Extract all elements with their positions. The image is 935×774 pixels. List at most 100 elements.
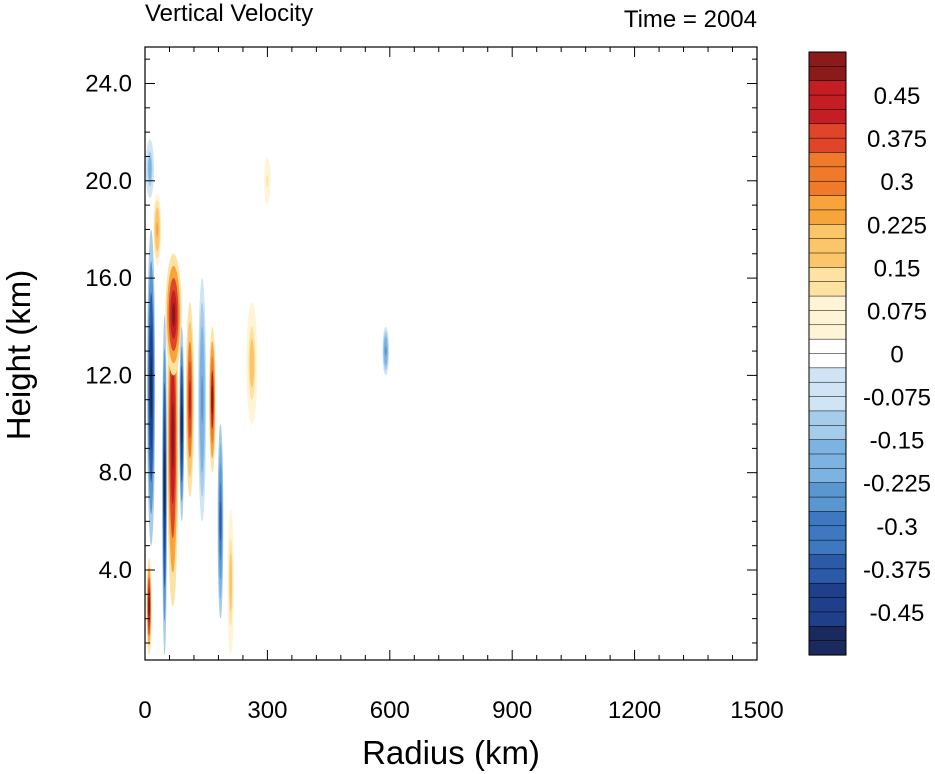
colorbar-swatch (808, 453, 847, 469)
velocity-contour-band (219, 501, 222, 541)
colorbar-swatch (808, 626, 847, 642)
colorbar-swatch (808, 539, 847, 556)
colorbar-swatch (808, 152, 847, 168)
colorbar-swatch (808, 496, 847, 512)
colorbar-swatch (808, 180, 847, 197)
velocity-feature (162, 314, 168, 656)
velocity-feature (246, 302, 258, 425)
colorbar-label: -0.3 (876, 514, 917, 541)
velocity-feature (147, 229, 156, 546)
colorbar-swatch (808, 109, 847, 125)
y-axis: 4.0 8.0 12.0 16.0 20.0 24.0 (85, 58, 757, 644)
colorbar-swatch (808, 324, 847, 340)
colorbar-swatch (808, 640, 847, 656)
colorbar-swatch (808, 381, 847, 398)
colorbar-swatch (808, 123, 847, 139)
velocity-feature (217, 424, 224, 619)
velocity-feature (263, 151, 272, 210)
colorbar-swatch (808, 295, 847, 311)
velocity-feature (209, 326, 216, 473)
velocity-field (145, 139, 389, 656)
colorbar-swatch (808, 310, 847, 326)
colorbar-frame (808, 51, 847, 656)
velocity-contour-band (201, 375, 204, 425)
velocity-contour-band (156, 222, 159, 237)
velocity-feature (153, 192, 162, 266)
colorbar-swatch (808, 396, 847, 412)
colorbar-swatch (808, 252, 847, 268)
y-tick-label: 24.0 (85, 70, 132, 97)
colorbar-label: -0.375 (863, 557, 931, 584)
velocity-contour-band (180, 404, 183, 444)
x-tick-label: 300 (247, 697, 287, 724)
colorbar-swatch (808, 425, 847, 441)
velocity-contour-band (384, 346, 387, 356)
colorbar-swatch (808, 51, 847, 67)
velocity-feature (198, 278, 207, 522)
velocity-feature (145, 139, 154, 198)
y-tick-label: 16.0 (85, 265, 132, 292)
velocity-contour-band (229, 567, 232, 597)
colorbar-swatch (808, 439, 847, 455)
velocity-contour-band (150, 355, 153, 420)
velocity-feature (146, 557, 152, 656)
chart-subtitle: Time = 2004 (624, 6, 757, 33)
x-axis: 0 300 600 900 1200 1500 (138, 47, 784, 724)
colorbar-swatch (808, 66, 847, 82)
colorbar-swatch (808, 353, 847, 369)
velocity-contour-band (266, 174, 269, 187)
velocity-contour-band (171, 302, 176, 327)
colorbar-swatch (808, 80, 847, 96)
colorbar-label: 0.075 (867, 298, 927, 325)
chart-title: Vertical Velocity (145, 0, 313, 27)
velocity-contour-band (250, 351, 254, 376)
colorbar-label: 0.225 (867, 212, 927, 239)
colorbar-swatch (808, 338, 847, 355)
y-tick-label: 8.0 (99, 460, 132, 487)
velocity-feature (185, 302, 194, 498)
x-axis-title: Radius (km) (362, 734, 540, 771)
plot-frame (144, 46, 758, 661)
colorbar-swatch (808, 267, 847, 283)
colorbar-swatch (808, 281, 847, 297)
colorbar-label: 0.15 (874, 255, 921, 282)
velocity-feature (382, 326, 389, 376)
colorbar-swatch (808, 367, 847, 383)
y-axis-title: Height (km) (0, 270, 37, 441)
colorbar-swatch (808, 94, 847, 110)
velocity-contour-band (148, 162, 151, 175)
colorbar-label: 0.45 (874, 83, 921, 110)
colorbar-swatch (808, 238, 847, 254)
colorbar-label: -0.075 (863, 385, 931, 412)
velocity-contour-band (163, 450, 166, 519)
colorbar-swatch (808, 511, 847, 527)
y-tick-label: 4.0 (99, 557, 132, 584)
colorbar-label: -0.45 (870, 600, 925, 627)
colorbar-swatch (808, 468, 847, 484)
velocity-contour-band (171, 402, 174, 471)
colorbar-swatch (808, 568, 847, 584)
colorbar-label: 0 (890, 342, 903, 369)
x-tick-label: 0 (138, 697, 151, 724)
colorbar-label: -0.15 (870, 428, 925, 455)
colorbar-swatch (808, 597, 847, 613)
colorbar-swatch (808, 209, 847, 225)
y-tick-label: 12.0 (85, 362, 132, 389)
y-tick-label: 20.0 (85, 168, 132, 195)
x-tick-label: 900 (492, 697, 532, 724)
colorbar-label: 0.375 (867, 126, 927, 153)
velocity-feature (179, 326, 185, 522)
colorbar-swatch (808, 137, 847, 154)
colorbar-swatch (808, 611, 847, 627)
velocity-contour-band (148, 596, 151, 617)
colorbar-swatch (808, 166, 847, 182)
colorbar-swatch (808, 525, 847, 541)
velocity-contour-band (211, 385, 214, 415)
colorbar-swatch (808, 410, 847, 426)
colorbar-swatch (808, 554, 847, 570)
colorbar-swatch (808, 482, 847, 498)
velocity-feature (165, 253, 182, 376)
x-tick-label: 600 (370, 697, 410, 724)
